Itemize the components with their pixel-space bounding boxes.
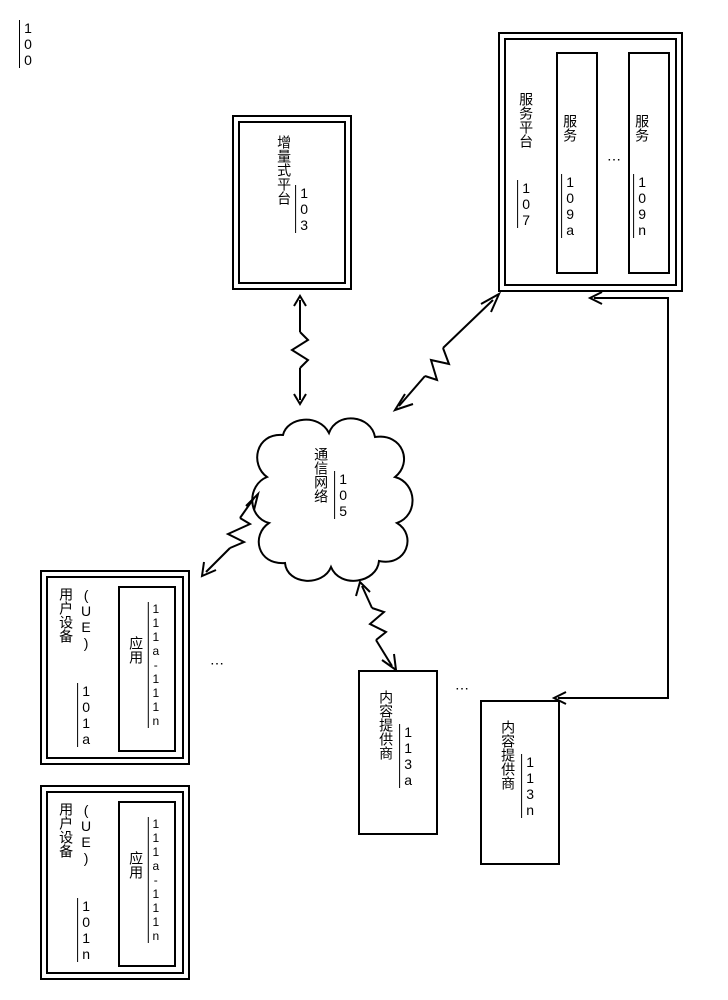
service-platform-label: 服务平台 107 — [518, 92, 534, 228]
content-provider-a-box: 内容提供商 113a — [358, 670, 438, 835]
service-a-box: 服务 109a — [556, 52, 598, 274]
service-a-label-text: 服务 — [562, 114, 578, 142]
ue-n-label2: (UE) 101n — [78, 802, 94, 962]
incremental-platform-num-text: 103 — [296, 185, 312, 233]
ue-n-app-box: 应用 111a-111n — [118, 801, 176, 967]
cp-ellipsis: ⋯ — [455, 680, 469, 697]
content-provider-n-box: 内容提供商 113n — [480, 700, 560, 865]
ue-a-app-num-text: 111a-111n — [149, 602, 163, 728]
incremental-platform-label: 增量式平台 — [276, 135, 292, 205]
ue-a-label2: (UE) 101a — [78, 587, 94, 747]
incremental-platform-num: 103 — [296, 185, 312, 233]
service-n-label-text: 服务 — [634, 114, 650, 142]
conn-incremental-cloud — [290, 292, 330, 408]
cp-a-num-text: 113a — [400, 724, 416, 788]
ue-n-app-label-text: 应用 — [128, 851, 144, 879]
ue-n-app-num: 111a-111n — [148, 817, 162, 943]
service-platform-box: 服务平台 107 服务 109a ⋯ 服务 109n — [498, 32, 683, 292]
cp-a-label: 内容提供商 — [378, 690, 394, 760]
service-platform-label-text: 服务平台 — [518, 92, 534, 148]
cloud-label-text: 通信网络 — [313, 447, 329, 503]
ue-n-app-num-text: 111a-111n — [149, 817, 163, 943]
ue-a-label-l1: 用户设备 — [58, 587, 74, 643]
ue-n-app-label: 应用 — [128, 851, 144, 879]
cp-a-num: 113a — [400, 724, 416, 788]
service-a-num: 109a — [562, 174, 578, 238]
conn-cloud-ue — [192, 490, 272, 580]
ue-a-box: 用户设备 (UE) 101a 应用 111a-111n — [40, 570, 190, 765]
service-n-box: 服务 109n — [628, 52, 670, 274]
conn-cloud-service — [381, 290, 511, 420]
ue-a-label: 用户设备 — [58, 587, 74, 643]
ue-a-app-label-text: 应用 — [128, 636, 144, 664]
ue-n-num: 101n — [78, 898, 94, 962]
cloud-num-text: 105 — [335, 471, 351, 519]
ue-n-label: 用户设备 — [58, 802, 74, 858]
service-platform-num: 107 — [518, 180, 534, 228]
ue-a-app-box: 应用 111a-111n — [118, 586, 176, 752]
service-n-label: 服务 109n — [634, 114, 650, 238]
figure-reference-num: 100 — [20, 20, 36, 68]
cp-n-num: 113n — [522, 754, 538, 818]
service-ellipsis: ⋯ — [607, 152, 623, 168]
cloud-num: 105 — [335, 471, 351, 519]
ue-ellipsis: ⋯ — [210, 656, 226, 672]
ue-a-label-l2: (UE) — [78, 587, 94, 651]
incremental-platform-box: 增量式平台 103 — [232, 115, 352, 290]
figure-reference: 100 — [20, 20, 36, 68]
cp-n-label: 内容提供商 — [500, 720, 516, 790]
ue-a-app-label: 应用 — [128, 636, 144, 664]
service-a-label: 服务 109a — [562, 114, 578, 238]
ue-a-app-num: 111a-111n — [148, 602, 162, 728]
cloud-label: 通信网络 — [313, 447, 329, 503]
ue-n-box: 用户设备 (UE) 101n 应用 111a-111n — [40, 785, 190, 980]
ue-a-num: 101a — [78, 683, 94, 747]
service-n-num: 109n — [634, 174, 650, 238]
cp-a-label-text: 内容提供商 — [378, 690, 394, 760]
conn-cp-service — [548, 292, 688, 702]
ue-n-label-l2: (UE) — [78, 802, 94, 866]
cp-n-num-text: 113n — [522, 754, 538, 818]
incremental-platform-label-text: 增量式平台 — [276, 135, 292, 205]
cp-n-label-text: 内容提供商 — [500, 720, 516, 790]
ue-n-label-l1: 用户设备 — [58, 802, 74, 858]
conn-cloud-cp — [348, 578, 418, 674]
